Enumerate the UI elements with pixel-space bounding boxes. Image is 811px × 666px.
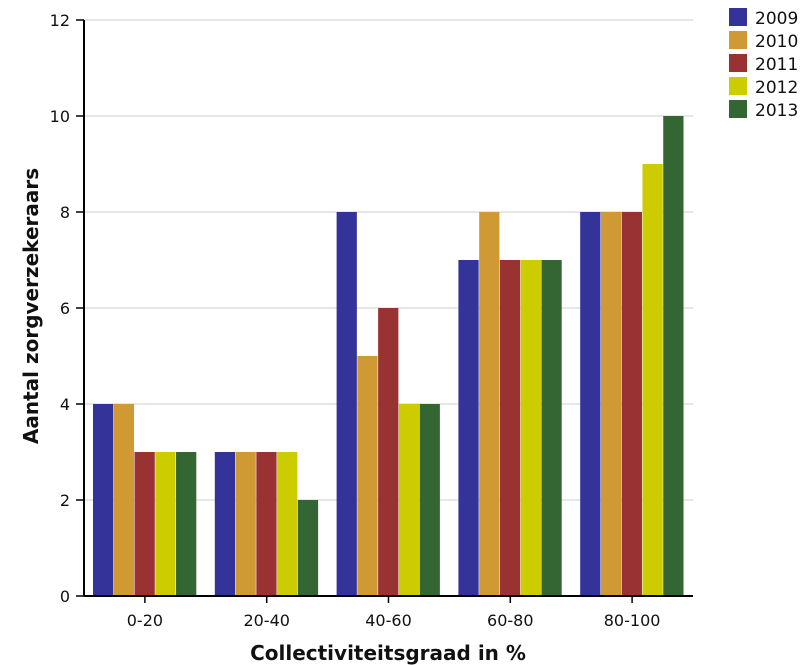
bar-2011-20-40 xyxy=(256,452,277,596)
legend-item-2009: 2009 xyxy=(729,8,798,29)
legend-swatch xyxy=(729,100,747,118)
legend-label: 2013 xyxy=(755,101,798,121)
y-tick-label: 2 xyxy=(60,491,70,510)
y-tick-label: 0 xyxy=(60,587,70,606)
legend-item-2010: 2010 xyxy=(729,31,798,52)
y-tick-label: 10 xyxy=(50,107,70,126)
legend-item-2012: 2012 xyxy=(729,77,798,98)
legend-label: 2011 xyxy=(755,55,798,75)
y-tick-label: 8 xyxy=(60,203,70,222)
bar-2012-80-100 xyxy=(642,164,663,596)
legend-item-2013: 2013 xyxy=(729,100,798,121)
bars xyxy=(93,116,684,596)
bar-2010-80-100 xyxy=(600,212,622,596)
bar-2010-20-40 xyxy=(235,452,256,596)
bar-2013-20-40 xyxy=(297,500,319,596)
bar-2011-60-80 xyxy=(499,260,521,596)
bar-2010-40-60 xyxy=(357,356,378,596)
bar-2013-40-60 xyxy=(419,404,440,596)
y-tick-label: 4 xyxy=(60,395,70,414)
bar-2010-0-20 xyxy=(113,404,135,596)
x-tick-label: 60-80 xyxy=(487,611,534,630)
bar-2009-0-20 xyxy=(93,404,114,596)
bar-2012-60-80 xyxy=(520,260,541,596)
bar-2013-0-20 xyxy=(176,452,197,596)
x-tick-label: 80-100 xyxy=(604,611,661,630)
bar-2012-20-40 xyxy=(277,452,298,596)
legend-swatch xyxy=(729,8,747,26)
bar-2012-40-60 xyxy=(398,404,420,596)
bar-2011-0-20 xyxy=(134,452,155,596)
x-axis-title: Collectiviteitsgraad in % xyxy=(250,641,526,665)
legend-label: 2010 xyxy=(755,32,798,52)
bar-2011-80-100 xyxy=(621,212,642,596)
bar-2013-80-100 xyxy=(663,116,684,596)
legend-swatch xyxy=(729,31,747,49)
bar-2010-60-80 xyxy=(479,212,500,596)
x-tick-label: 20-40 xyxy=(243,611,290,630)
x-tick-label: 0-20 xyxy=(127,611,163,630)
x-tick-label: 40-60 xyxy=(365,611,412,630)
y-tick-label: 6 xyxy=(60,299,70,318)
bar-2013-60-80 xyxy=(541,260,562,596)
legend-item-2011: 2011 xyxy=(729,54,798,75)
y-tick-labels: 0 2 4 6 8 10 12 xyxy=(50,11,84,606)
legend-label: 2012 xyxy=(755,78,798,98)
legend-swatch xyxy=(729,77,747,95)
bar-2011-40-60 xyxy=(378,308,399,596)
bar-2009-40-60 xyxy=(336,212,357,596)
bar-2009-80-100 xyxy=(580,212,601,596)
y-tick-label: 12 xyxy=(50,11,70,30)
bar-2009-60-80 xyxy=(458,260,479,596)
legend-swatch xyxy=(729,54,747,72)
bar-2012-0-20 xyxy=(155,452,176,596)
x-tick-labels: 0-20 20-40 40-60 60-80 80-100 xyxy=(127,596,661,630)
y-axis-title: Aantal zorgverzekeraars xyxy=(19,168,43,444)
legend: 2009 2010 2011 2012 2013 xyxy=(729,8,798,121)
legend-label: 2009 xyxy=(755,9,798,29)
bar-2009-20-40 xyxy=(214,452,236,596)
